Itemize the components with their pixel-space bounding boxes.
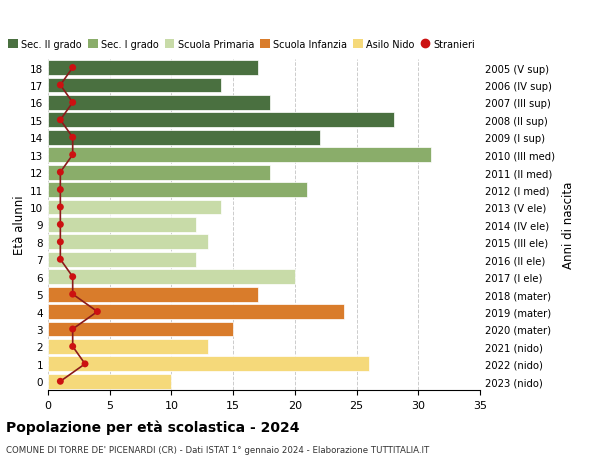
Text: COMUNE DI TORRE DE' PICENARDI (CR) - Dati ISTAT 1° gennaio 2024 - Elaborazione T: COMUNE DI TORRE DE' PICENARDI (CR) - Dat… [6,445,429,454]
Bar [48,183,307,197]
Bar [48,339,208,354]
Bar [48,322,233,336]
Point [68,325,77,333]
Bar [48,61,258,76]
Bar [48,252,196,267]
Bar [48,148,431,163]
Y-axis label: Età alunni: Età alunni [13,195,26,255]
Bar [48,113,394,128]
Point [56,117,65,124]
Point [68,274,77,281]
Bar [48,218,196,232]
Point [92,308,102,315]
Bar [48,287,258,302]
Point [68,65,77,72]
Point [68,100,77,107]
Y-axis label: Anni di nascita: Anni di nascita [562,181,575,269]
Point [56,239,65,246]
Bar [48,270,295,285]
Point [56,221,65,229]
Bar [48,200,221,215]
Point [56,169,65,176]
Point [68,134,77,142]
Bar [48,304,344,319]
Point [56,256,65,263]
Bar [48,374,172,389]
Point [68,151,77,159]
Point [56,82,65,90]
Point [68,291,77,298]
Point [56,378,65,385]
Text: Popolazione per età scolastica - 2024: Popolazione per età scolastica - 2024 [6,420,299,435]
Point [68,343,77,350]
Bar [48,96,270,111]
Point [80,360,90,368]
Bar [48,130,320,146]
Legend: Sec. II grado, Sec. I grado, Scuola Primaria, Scuola Infanzia, Asilo Nido, Stran: Sec. II grado, Sec. I grado, Scuola Prim… [8,40,475,50]
Bar [48,165,270,180]
Point [56,204,65,211]
Bar [48,78,221,93]
Point [56,186,65,194]
Bar [48,357,369,371]
Bar [48,235,208,250]
